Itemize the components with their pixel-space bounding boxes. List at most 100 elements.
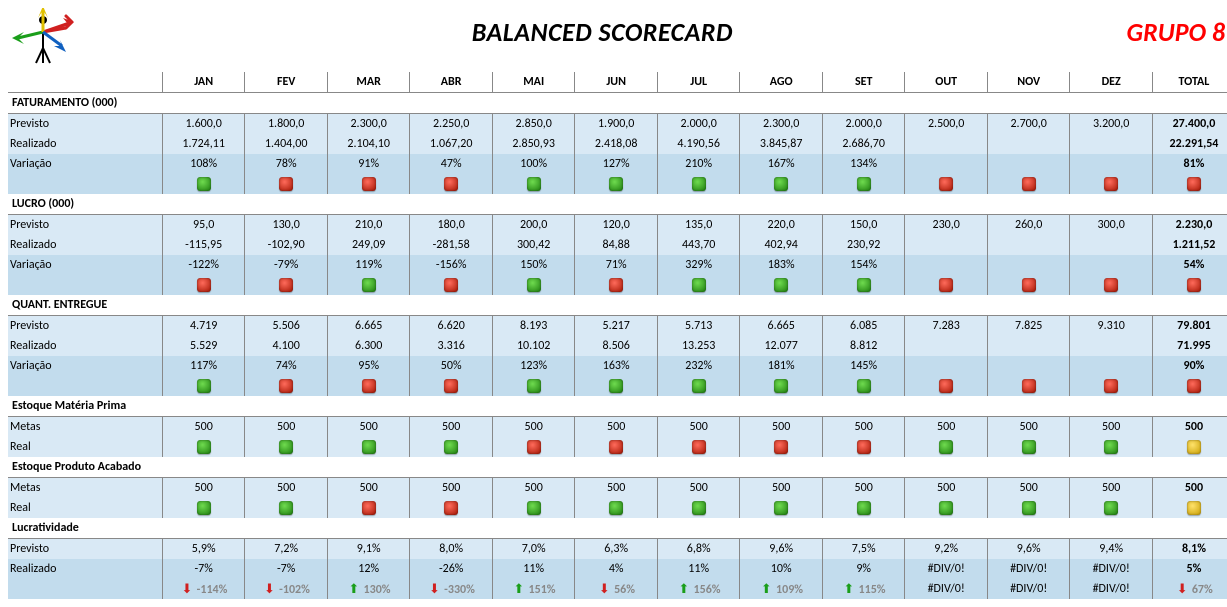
status-indicator-yellow <box>1187 501 1201 515</box>
cell <box>905 356 988 376</box>
cell: ⬆ 151% <box>492 579 575 599</box>
cell: 8.193 <box>492 316 575 337</box>
arrow-down-icon: ⬇ <box>180 582 194 597</box>
status-indicator-green <box>527 379 541 393</box>
cell: 2.250,0 <box>410 114 493 135</box>
col-fev: FEV <box>245 72 328 93</box>
cell: 5.529 <box>162 336 245 356</box>
cell: 300,42 <box>492 235 575 255</box>
cell <box>162 174 245 194</box>
cell: 4% <box>575 559 658 579</box>
cell: 500 <box>245 478 328 499</box>
cell <box>327 174 410 194</box>
cell <box>987 336 1070 356</box>
status-indicator-red <box>362 379 376 393</box>
cell <box>987 174 1070 194</box>
cell: 2.850,93 <box>492 134 575 154</box>
cell <box>905 498 988 518</box>
status-indicator-red <box>939 177 953 191</box>
cell: -122% <box>162 255 245 275</box>
cell: -79% <box>245 255 328 275</box>
cell <box>740 437 823 457</box>
cell: 260,0 <box>987 215 1070 236</box>
status-indicator-green <box>279 501 293 515</box>
cell: 4.100 <box>245 336 328 356</box>
cell: 130,0 <box>245 215 328 236</box>
cell: 5% <box>1152 559 1227 579</box>
status-indicator-green <box>609 177 623 191</box>
col-total: TOTAL <box>1152 72 1227 93</box>
cell: ⬇ -102% <box>245 579 328 599</box>
cell: 100% <box>492 154 575 174</box>
cell: 500 <box>657 417 740 438</box>
cell: 4.719 <box>162 316 245 337</box>
cell: 5.217 <box>575 316 658 337</box>
cell: 230,0 <box>905 215 988 236</box>
cell <box>245 437 328 457</box>
arrow-up-icon: ⬆ <box>347 582 361 597</box>
cell <box>1070 154 1153 174</box>
section-title: Estoque Produto Acabado <box>8 457 1227 478</box>
cell: 123% <box>492 356 575 376</box>
cell: ⬆ 156% <box>657 579 740 599</box>
cell: 2.230,0 <box>1152 215 1227 236</box>
cell <box>1070 235 1153 255</box>
table-row: Previsto95,0130,0210,0180,0200,0120,0135… <box>8 215 1227 236</box>
cell: 10.102 <box>492 336 575 356</box>
cell: 500 <box>905 478 988 499</box>
status-indicator-green <box>527 177 541 191</box>
arrow-value: 56% <box>611 583 635 597</box>
cell <box>245 275 328 295</box>
cell <box>245 498 328 518</box>
row-label: Realizado <box>8 134 162 154</box>
col-abr: ABR <box>410 72 493 93</box>
cell: -156% <box>410 255 493 275</box>
status-indicator-red <box>939 278 953 292</box>
cell: 8.812 <box>822 336 905 356</box>
cell: 154% <box>822 255 905 275</box>
status-indicator-yellow <box>1187 440 1201 454</box>
header-row: JAN FEV MAR ABR MAI JUN JUL AGO SET OUT … <box>8 72 1227 93</box>
cell: 71% <box>575 255 658 275</box>
cell: 150,0 <box>822 215 905 236</box>
cell <box>492 174 575 194</box>
cell: 22.291,54 <box>1152 134 1227 154</box>
cell <box>822 174 905 194</box>
cell: 95,0 <box>162 215 245 236</box>
col-jun: JUN <box>575 72 658 93</box>
table-row <box>8 275 1227 295</box>
status-indicator-red <box>939 379 953 393</box>
cell <box>905 235 988 255</box>
cell: 27.400,0 <box>1152 114 1227 135</box>
col-nov: NOV <box>987 72 1070 93</box>
status-indicator-red <box>1022 177 1036 191</box>
cell <box>1152 376 1227 396</box>
cell: 7.825 <box>987 316 1070 337</box>
cell: 500 <box>492 417 575 438</box>
cell: 500 <box>410 478 493 499</box>
cell: 5.506 <box>245 316 328 337</box>
cell <box>162 498 245 518</box>
cell: 220,0 <box>740 215 823 236</box>
cell: 6,3% <box>575 539 658 560</box>
status-indicator-red <box>444 177 458 191</box>
status-indicator-red <box>1104 379 1118 393</box>
arrow-value: -330% <box>441 583 474 597</box>
status-indicator-green <box>362 440 376 454</box>
cell: #DIV/0! <box>1070 559 1153 579</box>
row-label: Metas <box>8 478 162 499</box>
cell <box>905 275 988 295</box>
cell: 300,0 <box>1070 215 1153 236</box>
cell: 500 <box>162 417 245 438</box>
cell: 1.724,11 <box>162 134 245 154</box>
cell: 2.700,0 <box>987 114 1070 135</box>
cell: #DIV/0! <box>905 579 988 599</box>
cell: 9.310 <box>1070 316 1153 337</box>
cell: 2.000,0 <box>822 114 905 135</box>
cell <box>657 174 740 194</box>
status-indicator-red <box>362 501 376 515</box>
cell: 12.077 <box>740 336 823 356</box>
table-row: Variação-122%-79%119%-156%150%71%329%183… <box>8 255 1227 275</box>
row-label: Metas <box>8 417 162 438</box>
arrow-up-icon: ⬆ <box>842 582 856 597</box>
